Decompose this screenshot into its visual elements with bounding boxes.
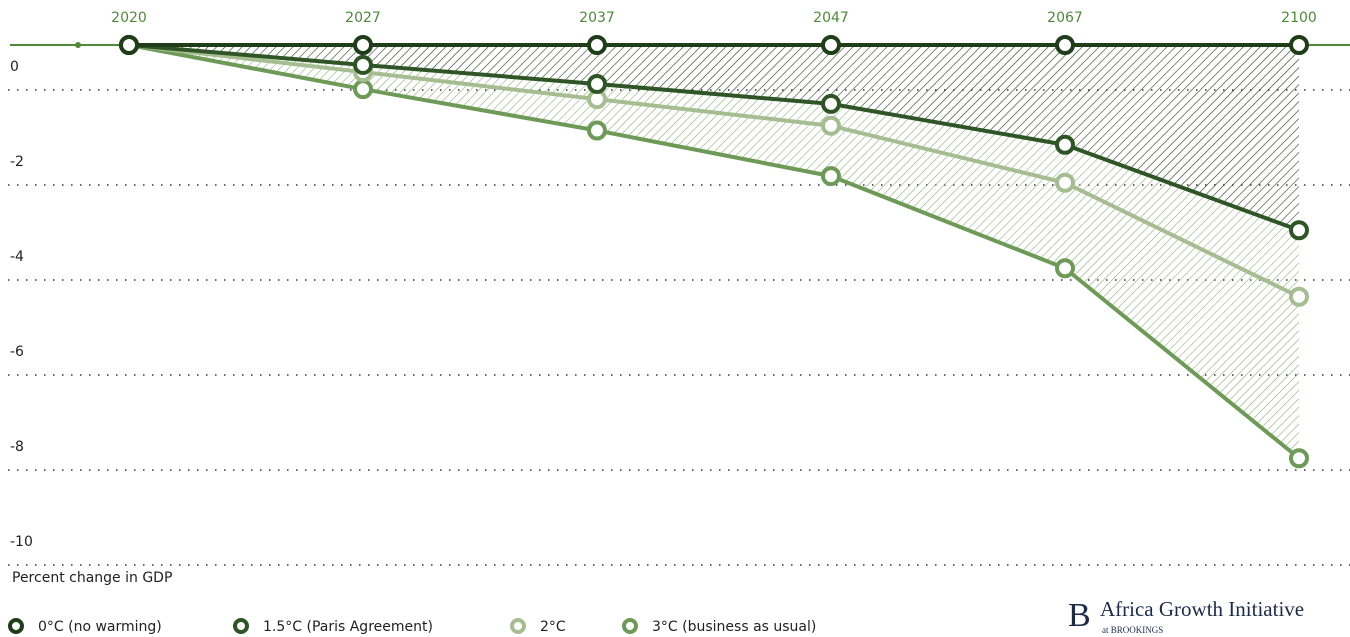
y-tick-label: -6 [10,344,24,360]
point [821,93,841,114]
axis-dot [75,42,81,48]
x-tick-label: 2100 [1281,10,1317,26]
legend-marker [8,618,24,634]
y-tick-label: 0 [10,59,19,75]
x-tick-label: 2027 [345,10,381,26]
point [587,35,607,55]
x-tick-label: 2067 [1047,10,1083,26]
logo-sub: at BROOKINGS [1102,625,1163,635]
point [821,166,841,187]
point [119,35,139,55]
point [821,115,841,136]
legend-label: 0°C (no warming) [38,619,162,635]
logo-letter: B [1068,597,1091,634]
legend-marker [510,618,526,634]
y-tick-label: -2 [10,154,24,170]
legend-marker [233,618,249,634]
point [353,54,373,75]
point [353,79,373,100]
logo-name: Africa Growth Initiative [1100,597,1304,621]
point [1289,35,1309,55]
y-tick-label: -8 [10,439,24,455]
y-tick-label: -4 [10,249,24,265]
x-tick-label: 2037 [579,10,615,26]
x-tick-label: 2047 [813,10,849,26]
point [353,35,373,55]
point [1289,448,1309,469]
point [821,35,841,55]
point [587,73,607,94]
point [587,120,607,141]
legend-label: 3°C (business as usual) [652,619,816,635]
legend-label: 1.5°C (Paris Agreement) [263,619,433,635]
point [1289,220,1309,241]
point [1055,172,1075,193]
x-tick-label: 2020 [111,10,147,26]
legend-marker [622,618,638,634]
legend-label: 2°C [540,619,566,635]
y-axis-label: Percent change in GDP [12,570,172,586]
series-line [128,43,1301,460]
series-line [128,43,1300,299]
point [1055,258,1075,279]
hatch-area [129,45,1299,231]
point [1055,134,1075,155]
series-line [128,43,1300,233]
hatch-area [129,45,1299,459]
point [1055,35,1075,55]
point [1289,286,1309,307]
y-tick-label: -10 [10,534,33,550]
